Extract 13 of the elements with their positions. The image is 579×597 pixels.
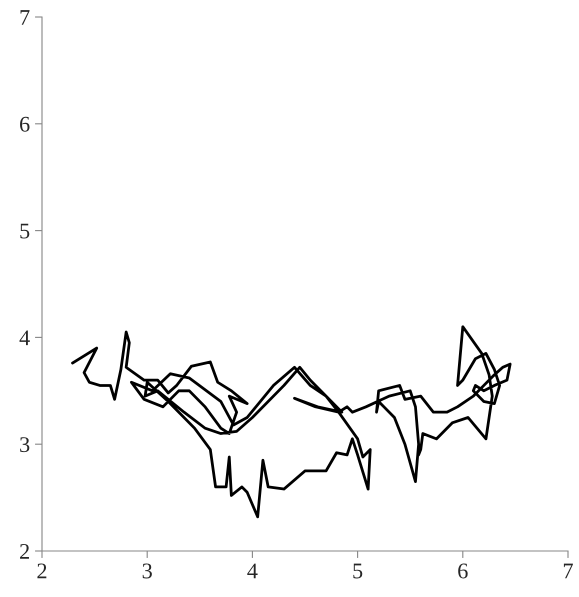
y-tick-label: 7 (20, 10, 30, 25)
y-tick-label: 4 (20, 330, 30, 346)
y-tick-label: 6 (20, 116, 30, 132)
x-tick-label: 3 (142, 564, 152, 578)
x-tick-label: 4 (247, 564, 258, 578)
y-tick-label: 3 (20, 437, 30, 452)
y-tick-label: 2 (20, 544, 29, 559)
line-series (71, 325, 512, 518)
x-tick-label: 5 (353, 564, 362, 578)
x-tick-label: 7 (564, 564, 573, 578)
x-tick-label: 2 (37, 564, 46, 578)
x-tick-label: 6 (458, 564, 468, 578)
y-tick-label: 5 (20, 224, 30, 239)
